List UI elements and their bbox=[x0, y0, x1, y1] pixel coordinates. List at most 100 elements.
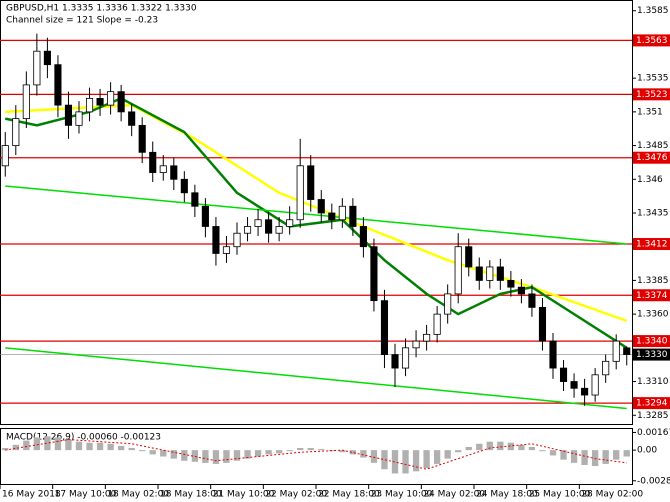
macd-bar bbox=[507, 442, 515, 451]
macd-bar bbox=[455, 450, 462, 453]
candle-body bbox=[307, 165, 315, 200]
level-label: 1.3294 bbox=[636, 399, 668, 409]
macd-y-tick-label: 0.00 bbox=[637, 446, 657, 456]
candle-body bbox=[444, 293, 452, 315]
level-box bbox=[633, 34, 670, 47]
candle-body bbox=[117, 91, 125, 113]
macd-bar bbox=[44, 436, 51, 451]
level-label: 1.3476 bbox=[636, 153, 668, 163]
macd-bar bbox=[623, 450, 630, 457]
macd-bar bbox=[307, 448, 314, 451]
candle-body bbox=[43, 50, 51, 66]
candle-body bbox=[538, 306, 547, 342]
candle-body bbox=[159, 165, 167, 173]
candle-body bbox=[602, 360, 610, 376]
macd-bar bbox=[423, 450, 430, 469]
macd-bar bbox=[117, 445, 125, 451]
macd-bar bbox=[528, 446, 536, 451]
candle-body bbox=[317, 199, 325, 214]
candle-body bbox=[33, 50, 41, 86]
macd-title: MACD(12,26,9) -0.00060 -0.00123 bbox=[6, 433, 161, 443]
candle-body bbox=[623, 347, 631, 355]
candle-body bbox=[328, 212, 336, 221]
x-tick-label: 18 May 18:00 bbox=[160, 490, 222, 500]
candle-body bbox=[581, 387, 589, 396]
x-tick-label: 22 May 02:00 bbox=[265, 490, 327, 500]
y-tick-label: 1.3535 bbox=[637, 74, 669, 84]
level-label: 1.3374 bbox=[636, 291, 668, 301]
candle-body bbox=[128, 111, 136, 126]
macd-bar bbox=[54, 437, 62, 451]
macd-bar bbox=[223, 450, 230, 463]
current-price-box bbox=[633, 348, 670, 361]
candle-body bbox=[85, 97, 94, 113]
x-tick-label: 22 May 18:00 bbox=[318, 490, 380, 500]
macd-bar bbox=[549, 450, 557, 456]
x-tick-label: 18 May 02:00 bbox=[107, 490, 169, 500]
x-tick-label: 17 May 10:00 bbox=[55, 490, 117, 500]
candle-body bbox=[370, 246, 378, 302]
candle-body bbox=[254, 219, 262, 227]
level-box bbox=[633, 238, 670, 251]
indicator-line bbox=[5, 347, 627, 410]
y-tick-label: 1.346 bbox=[637, 175, 663, 185]
macd-bar bbox=[370, 450, 378, 463]
level-box bbox=[633, 335, 670, 348]
macd-bar bbox=[297, 448, 304, 451]
macd-bar bbox=[360, 450, 367, 458]
x-tick-label: 23 May 10:00 bbox=[371, 490, 433, 500]
y-tick-label: 1.3310 bbox=[637, 377, 669, 387]
y-tick-label: 1.3385 bbox=[637, 276, 669, 286]
indicator-line bbox=[5, 185, 627, 245]
macd-bar bbox=[139, 450, 146, 452]
candle-body bbox=[222, 246, 231, 254]
macd-bar bbox=[160, 450, 167, 457]
macd-bar bbox=[412, 450, 420, 472]
macd-bar bbox=[497, 441, 504, 451]
macd-bar bbox=[96, 442, 104, 451]
candle-body bbox=[380, 300, 389, 355]
level-box bbox=[633, 151, 670, 164]
x-tick-label: 24 May 02:00 bbox=[423, 490, 485, 500]
macd-bar bbox=[86, 442, 93, 451]
candle-body bbox=[338, 205, 346, 221]
candle-body bbox=[1, 145, 9, 167]
macd-y-tick-label: 0.00167 bbox=[637, 428, 670, 438]
macd-bar bbox=[602, 450, 609, 464]
candle-body bbox=[496, 266, 504, 281]
candle-body bbox=[233, 232, 241, 248]
level-box bbox=[633, 289, 670, 302]
macd-bar bbox=[381, 450, 388, 470]
macd-bar bbox=[613, 450, 620, 460]
candle-body bbox=[433, 313, 441, 335]
level-box bbox=[633, 397, 670, 410]
macd-bar bbox=[128, 448, 135, 451]
candle-body bbox=[286, 219, 294, 227]
macd-bar bbox=[570, 450, 578, 463]
macd-bar bbox=[286, 450, 293, 452]
candle-body bbox=[107, 91, 115, 106]
x-tick-label: 24 May 18:00 bbox=[476, 490, 538, 500]
level-label: 1.3340 bbox=[636, 337, 668, 347]
macd-bar bbox=[202, 450, 209, 463]
candle-body bbox=[22, 84, 30, 120]
macd-bar bbox=[402, 450, 409, 474]
candle-body bbox=[180, 178, 188, 194]
candle-body bbox=[54, 64, 62, 106]
macd-bar bbox=[212, 450, 220, 464]
macd-bar bbox=[486, 441, 493, 451]
macd-y-tick-label: -0.00289 bbox=[637, 476, 670, 486]
candle-body bbox=[149, 151, 157, 173]
macd-bar bbox=[107, 443, 114, 451]
candle-body bbox=[201, 205, 209, 227]
macd-signal bbox=[5, 439, 627, 470]
macd-bar bbox=[170, 450, 177, 459]
macd-bar bbox=[244, 450, 251, 459]
macd-bar bbox=[2, 448, 9, 451]
candle-body bbox=[75, 111, 83, 126]
y-tick-label: 1.3485 bbox=[637, 141, 669, 151]
macd-bar bbox=[318, 449, 325, 451]
macd-bar bbox=[23, 440, 30, 451]
macd-bar bbox=[12, 444, 19, 451]
